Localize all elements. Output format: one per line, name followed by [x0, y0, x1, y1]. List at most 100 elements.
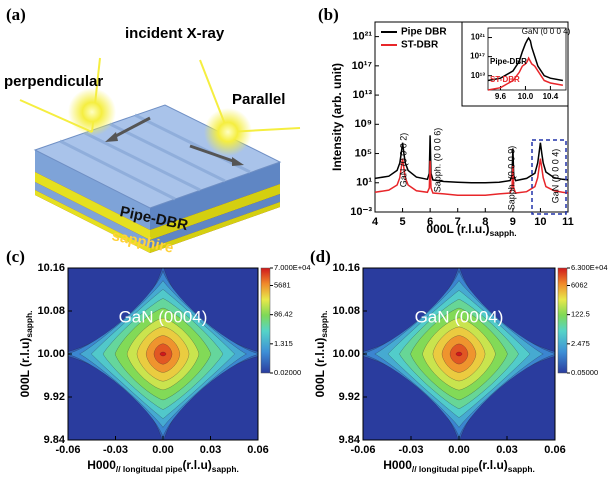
y-tick-label: 10.08 [37, 305, 65, 317]
annotation: Sapph. (0 0 0 6) [432, 128, 442, 193]
y-tick-label: 10.08 [332, 305, 360, 317]
axis-label-part: 000L (r.l.u) [313, 338, 327, 398]
inset-frame [461, 21, 569, 107]
y-tick-label: 10²¹ [471, 33, 486, 42]
y-tick-label: 10⁵ [355, 147, 372, 159]
x-tick-label: -0.03 [103, 444, 128, 456]
axis-label-part: H000 [383, 458, 412, 472]
colorbar-label: 86.42 [274, 310, 293, 319]
axis-label-part: H000 [87, 458, 116, 472]
colorbar-label: 6.300E+04 [571, 263, 608, 272]
axis-label-part: (r.l.u) [478, 458, 507, 472]
annotation: GaN (0004) [415, 307, 504, 326]
axis-label-sub: // longitudal pipe [116, 464, 183, 474]
axis-label-part: 000L (r.l.u.) [426, 222, 489, 236]
colorbar-label: 2.475 [571, 339, 590, 348]
annotation: GaN (0 0 0 4) [522, 27, 571, 36]
axis-label-sub: sapph. [319, 311, 329, 338]
axis-label-sub: sapph. [490, 228, 517, 238]
series-label: Pipe-DBR [490, 57, 527, 66]
x-tick-label: -0.06 [350, 444, 375, 456]
axis-label-sub: // longitudal pipe [412, 464, 479, 474]
x-tick-label: 4 [372, 216, 379, 228]
colorbar-label: 6062 [571, 280, 588, 289]
annotation: GaN (0 0 0 2) [398, 133, 408, 188]
schematic: incident X-ray perpendicular Parallel Pi… [4, 25, 301, 257]
contour-map [363, 268, 555, 440]
colorbar-label: 0.05000 [571, 368, 598, 377]
zoom-box [531, 139, 567, 215]
axis-label-part: 000L (r.l.u) [18, 338, 32, 398]
panel-label: (a) [6, 5, 26, 24]
x-tick-label: 11 [562, 216, 574, 228]
x-tick-label: 10 [534, 216, 546, 228]
x-tick-label: 0.00 [152, 444, 173, 456]
colorbar-label: 7.000E+04 [274, 263, 311, 272]
axis-label-sub: sapph. [212, 464, 239, 474]
line [374, 135, 569, 184]
y-tick-label: 10⁻³ [350, 206, 372, 218]
y-tick-label: 9.92 [44, 391, 65, 403]
x-tick-label: 0.06 [544, 444, 565, 456]
line [487, 56, 564, 91]
y-tick-label: 10.00 [332, 348, 360, 360]
schematic-label: perpendicular [4, 73, 103, 90]
colorbar [260, 267, 271, 374]
annotation: GaN (0 0 0 4) [550, 149, 560, 204]
line [374, 158, 569, 196]
contour-level [159, 351, 167, 357]
annotation: Sapph. (0 0 0 9) [506, 146, 516, 211]
x-tick-label: 10.4 [543, 92, 559, 101]
contour-map [68, 268, 258, 440]
x-tick-label: 9 [510, 216, 516, 228]
colorbar-label: 0.02000 [274, 368, 301, 377]
colorbar-label: 122.5 [571, 310, 590, 319]
axis-label-part: (r.l.u) [182, 458, 211, 472]
y-tick-label: 10.16 [37, 262, 65, 274]
y-tick-label: 10¹³ [352, 89, 372, 101]
x-tick-label: 7 [455, 216, 461, 228]
y-tick-label: 10.00 [37, 348, 65, 360]
y-tick-label: 9.84 [339, 434, 361, 446]
x-tick-label: 5 [400, 216, 406, 228]
plot-frame [487, 27, 567, 91]
annotation: GaN (0004) [119, 307, 208, 326]
axis-label: 000L (r.l.u)sapph. [313, 311, 329, 398]
x-tick-label: 0.06 [247, 444, 268, 456]
colorbar [557, 267, 568, 374]
y-tick-label: 10¹⁷ [352, 60, 373, 72]
x-tick-label: 10.0 [518, 92, 534, 101]
panel-label: (b) [318, 5, 339, 24]
y-tick-label: 9.84 [44, 434, 66, 446]
y-tick-label: 10¹³ [471, 71, 486, 80]
axis-label: H000// longitudal pipe(r.l.u)sapph. [383, 458, 535, 474]
colorbar-label: 5681 [274, 280, 291, 289]
x-tick-label: 0.00 [448, 444, 469, 456]
axis-label: H000// longitudal pipe(r.l.u)sapph. [87, 458, 239, 474]
y-tick-label: 9.92 [339, 391, 360, 403]
x-tick-label: 8 [482, 216, 488, 228]
axis-label: 000L (r.l.u)sapph. [18, 311, 34, 398]
x-tick-label: 0.03 [200, 444, 221, 456]
y-tick-label: 10¹⁷ [470, 52, 485, 61]
x-tick-label: 6 [427, 216, 433, 228]
legend-label: ST-DBR [401, 40, 439, 51]
x-tick-label: -0.03 [398, 444, 423, 456]
contour-level [455, 351, 463, 357]
colorbar-label: 1.315 [274, 339, 293, 348]
y-tick-label: 10²¹ [352, 31, 372, 43]
panel-label: (d) [310, 247, 331, 266]
y-tick-label: 10⁹ [355, 118, 372, 130]
x-tick-label: 0.03 [496, 444, 517, 456]
series-label: ST-DBR [490, 75, 520, 84]
panel-label: (c) [6, 247, 25, 266]
axis-label: 000L (r.l.u.)sapph. [426, 222, 516, 238]
schematic-label: incident X-ray [125, 25, 225, 42]
axis-label-sub: sapph. [24, 311, 34, 338]
y-tick-label: 10.16 [332, 262, 360, 274]
y-tick-label: 10¹ [356, 177, 372, 189]
axis-label-sub: sapph. [508, 464, 535, 474]
legend-label: Pipe DBR [401, 27, 447, 38]
